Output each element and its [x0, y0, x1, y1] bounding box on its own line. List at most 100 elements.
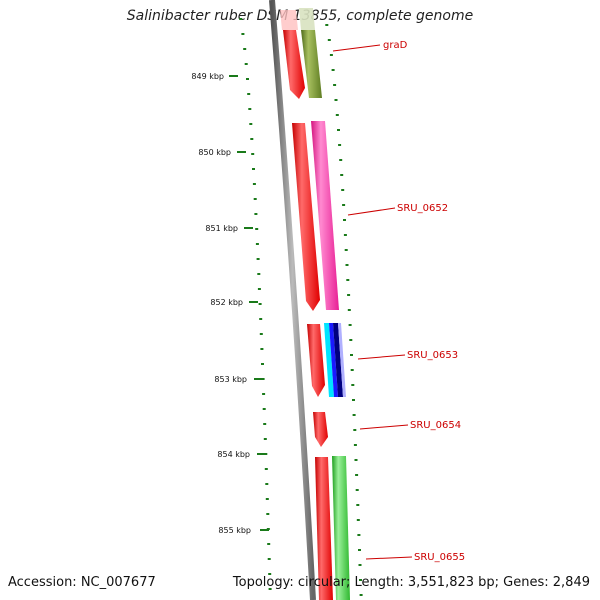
gene-label-sru-0653[interactable]: SRU_0653	[407, 350, 458, 361]
inner-minor-tick	[266, 513, 270, 515]
inner-minor-tick	[249, 123, 253, 125]
gene-label-sru-0655[interactable]: SRU_0655	[414, 552, 465, 563]
outer-minor-tick	[347, 309, 351, 311]
inner-minor-tick	[263, 423, 267, 425]
tick-855: 855 kbp	[218, 526, 269, 535]
gene-label-sru-0652[interactable]: SRU_0652	[397, 203, 448, 214]
tick-851: 851 kbp	[205, 224, 253, 233]
inner-minor-tick	[248, 108, 252, 110]
gene-sru-0653	[324, 323, 346, 397]
inner-minor-tick	[241, 33, 245, 35]
outer-minor-tick	[331, 69, 335, 71]
outer-minor-tick	[356, 504, 360, 506]
inner-minor-tick	[251, 153, 255, 155]
gene-arrow-red-2	[292, 123, 320, 311]
outer-minor-tick	[333, 84, 337, 86]
gene-sru-0652	[311, 121, 339, 310]
leader-sru-0652	[347, 207, 396, 216]
outer-minor-tick	[352, 414, 356, 416]
gene-label-sru-0654[interactable]: SRU_0654	[410, 420, 461, 431]
inner-minor-tick	[262, 408, 266, 410]
gene-arrow-red-1	[283, 30, 305, 99]
inner-minor-tick	[268, 588, 272, 590]
inner-minor-tick	[261, 378, 265, 380]
outer-minor-tick	[358, 564, 362, 566]
inner-minor-tick	[267, 558, 271, 560]
outer-minor-tick	[354, 459, 358, 461]
inner-minor-tick	[253, 198, 257, 200]
inner-minor-tick	[246, 78, 249, 80]
outer-tick-dots	[325, 24, 363, 596]
outer-minor-tick	[347, 294, 351, 296]
outer-minor-tick	[329, 54, 333, 56]
tick-label-850: 850 kbp	[198, 148, 231, 157]
inner-minor-tick	[250, 138, 254, 140]
gene-arrow-red-4	[315, 457, 333, 600]
outer-minor-tick	[349, 339, 353, 341]
inner-minor-tick	[257, 288, 261, 290]
outer-minor-tick	[348, 324, 352, 326]
inner-minor-tick	[255, 243, 259, 245]
outer-minor-tick	[353, 444, 357, 446]
leader-sru-0655	[365, 556, 413, 560]
outer-minor-tick	[357, 534, 361, 536]
inner-minor-tick	[265, 483, 269, 485]
inner-minor-tick	[260, 348, 264, 350]
inner-minor-tick	[259, 333, 263, 335]
inner-minor-tick	[263, 438, 267, 440]
inner-minor-tick	[247, 93, 251, 95]
outer-minor-tick	[358, 549, 361, 551]
outer-minor-tick	[344, 249, 348, 251]
outer-minor-tick	[345, 264, 349, 266]
outer-minor-tick	[340, 174, 344, 176]
tick-854: 854 kbp	[217, 450, 266, 459]
inner-minor-tick	[265, 498, 269, 500]
inner-minor-tick	[261, 363, 264, 365]
outer-minor-tick	[355, 474, 359, 476]
outer-minor-tick	[356, 519, 360, 521]
inner-minor-tick	[256, 258, 260, 260]
outer-minor-tick	[341, 189, 345, 191]
outer-minor-tick	[334, 99, 338, 101]
outer-minor-tick	[346, 279, 350, 281]
outer-minor-tick	[343, 219, 346, 221]
gene-label-grad[interactable]: graD	[383, 40, 408, 51]
inner-minor-tick	[239, 18, 243, 20]
outer-minor-tick	[339, 159, 343, 161]
inner-minor-tick	[255, 228, 259, 230]
inner-minor-tick	[254, 213, 258, 215]
feature-pink-top	[280, 10, 298, 30]
inner-minor-tick	[264, 468, 268, 470]
topology-label: Topology: circular; Length: 3,551,823 bp…	[232, 575, 590, 590]
tick-852: 852 kbp	[210, 298, 258, 307]
outer-minor-tick	[350, 369, 354, 371]
outer-minor-tick	[325, 24, 329, 26]
inner-minor-tick	[257, 273, 261, 275]
outer-minor-tick	[327, 39, 331, 41]
inner-minor-tick	[267, 543, 271, 545]
tick-label-853: 853 kbp	[214, 375, 247, 384]
inner-minor-tick	[252, 183, 256, 185]
outer-minor-tick	[350, 354, 353, 356]
gene-arrow-red-3	[307, 324, 325, 397]
inner-minor-tick	[244, 63, 248, 65]
leader-grad	[332, 44, 381, 52]
outer-minor-tick	[355, 489, 359, 491]
accession-label: Accession: NC_007677	[8, 575, 156, 590]
tick-849: 849 kbp	[191, 72, 238, 81]
tick-label-851: 851 kbp	[205, 224, 238, 233]
leader-sru-0654	[359, 424, 409, 430]
tick-label-855: 855 kbp	[218, 526, 251, 535]
inner-minor-tick	[258, 303, 262, 305]
gene-grad	[301, 30, 322, 98]
inner-tick-dots	[239, 18, 272, 590]
tick-850: 850 kbp	[198, 148, 246, 157]
outer-minor-tick	[337, 129, 340, 131]
inner-minor-tick	[262, 393, 266, 395]
genome-backbone	[269, 0, 316, 600]
inner-minor-tick	[252, 168, 255, 170]
leader-sru-0653	[357, 354, 406, 360]
outer-minor-tick	[351, 384, 355, 386]
tick-853: 853 kbp	[214, 375, 263, 384]
outer-minor-tick	[343, 234, 347, 236]
